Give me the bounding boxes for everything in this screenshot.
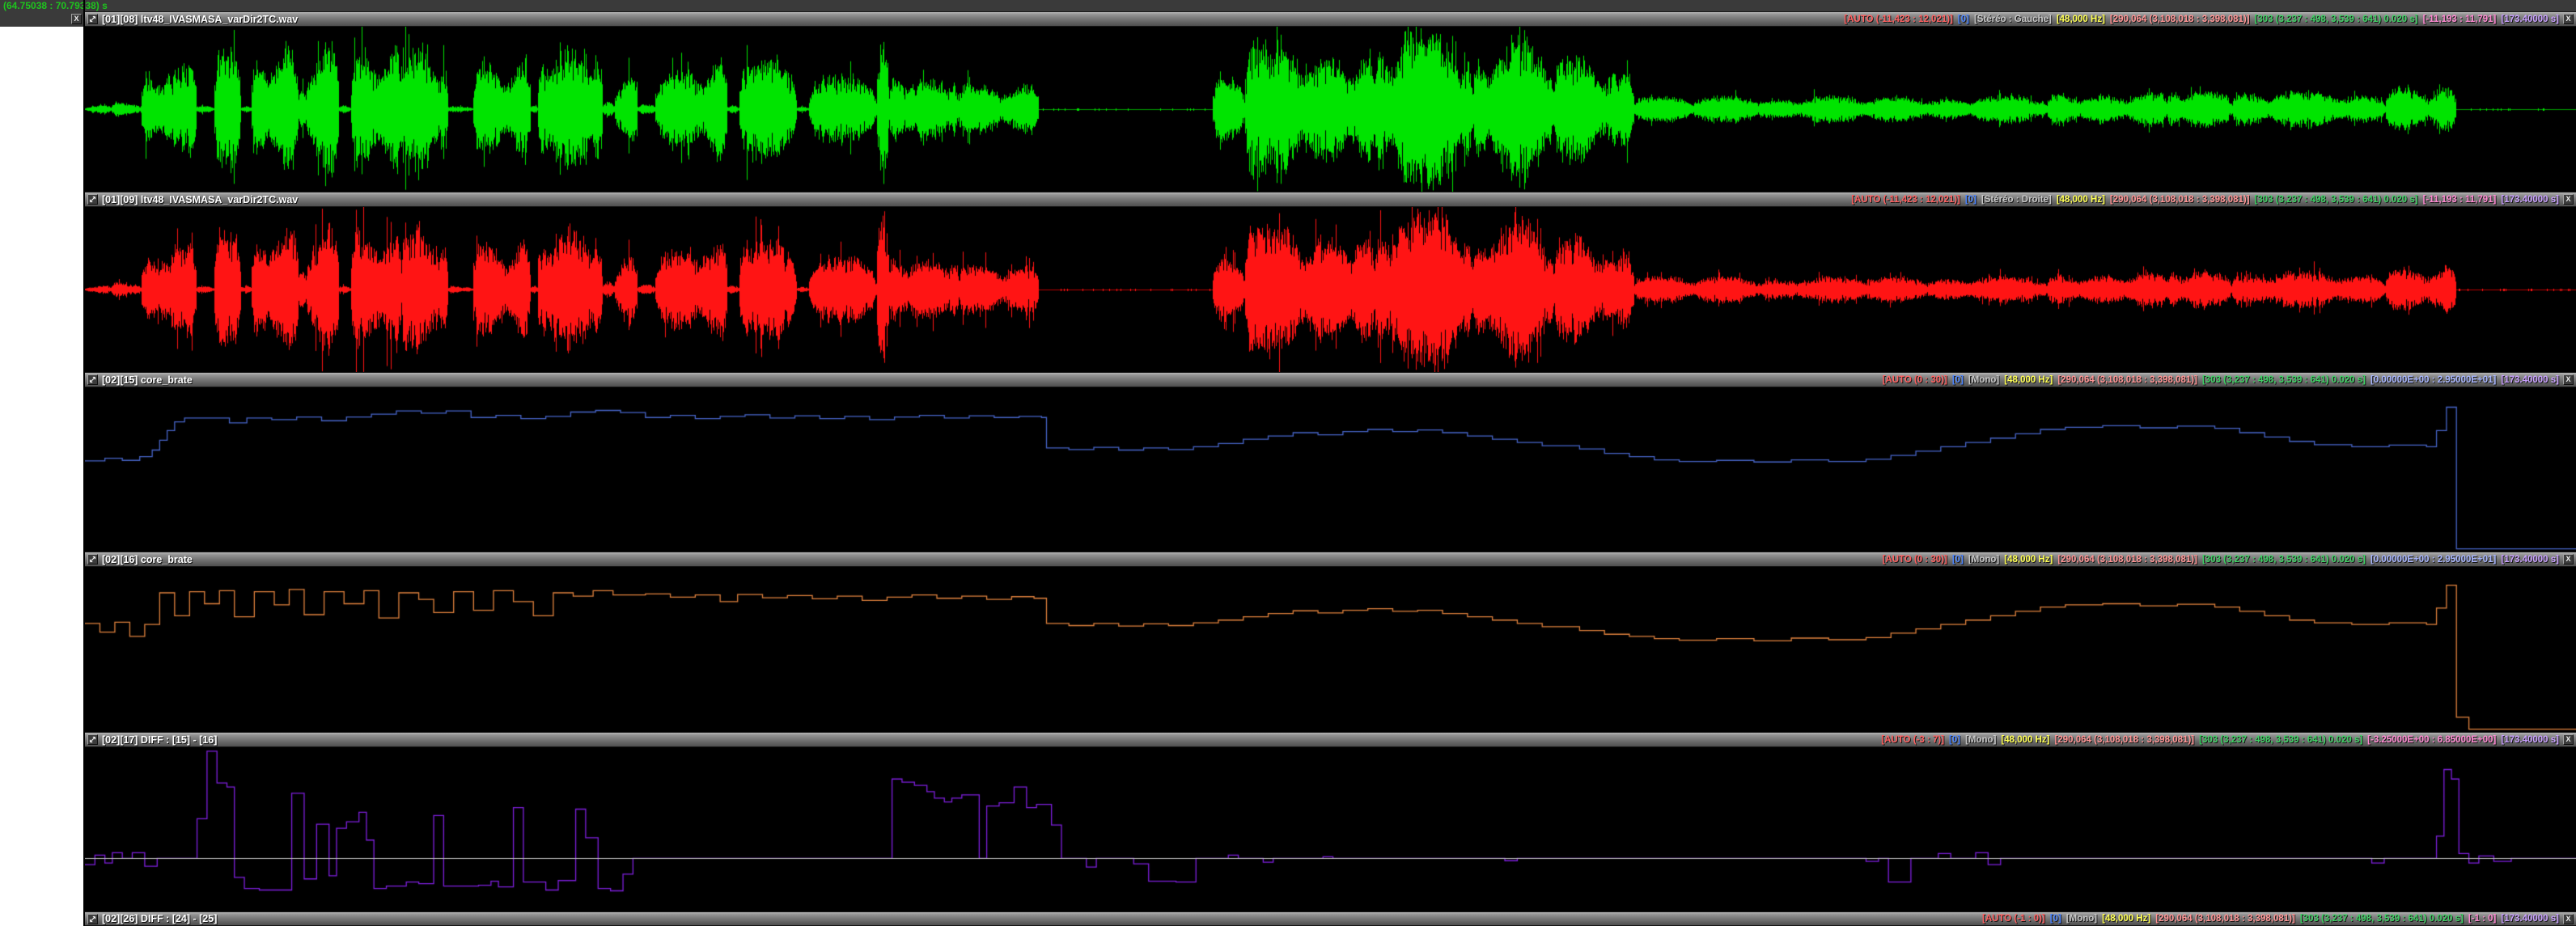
step-plot[interactable] (85, 387, 2576, 552)
track-title: [02][17] DIFF : [15] - [16] (102, 734, 218, 746)
stat-field: [-1 : 0] (2468, 914, 2497, 924)
stat-field: [0] (1949, 734, 1961, 745)
stat-field: [173.40000 s] (2501, 194, 2559, 205)
resize-icon[interactable] (87, 734, 98, 745)
stat-field: [303 (3,237 : 498, 3,539 : 641) 0.020 s] (2299, 914, 2464, 924)
resize-icon[interactable] (87, 374, 98, 385)
close-icon[interactable]: X (2563, 913, 2574, 924)
stat-field: [AUTO (-11,423 : 12,021)] (1844, 14, 1953, 24)
stat-field: [303 (3,237 : 498, 3,539 : 641) 0.020 s] (2201, 374, 2366, 385)
stat-field: [48,000 Hz] (2102, 914, 2151, 924)
stat-field: [303 (3,237 : 498, 3,539 : 641) 0.020 s] (2201, 554, 2366, 564)
stat-field: [0] (1957, 14, 1969, 24)
stat-field: [303 (3,237 : 498, 3,539 : 641) 0.020 s] (2199, 734, 2363, 745)
waveform-plot[interactable] (85, 207, 2576, 372)
close-icon[interactable]: X (2563, 194, 2574, 205)
stat-field: [173.40000 s] (2501, 374, 2559, 385)
stat-field: [290,064 (3,108,018 : 3,398,081)] (2057, 374, 2197, 385)
stat-field: [290,064 (3,108,018 : 3,398,081)] (2155, 914, 2295, 924)
stat-field: [Stéréo : Gauche] (1973, 14, 2052, 24)
track-stats: [AUTO (-11,423 : 12,021)] [0] [Stéréo : Ga… (1844, 15, 2559, 24)
stat-field: [48,000 Hz] (2004, 554, 2053, 564)
stat-field: [290,064 (3,108,018 : 3,398,081)] (2057, 554, 2197, 564)
step-plot[interactable] (85, 747, 2576, 911)
track-5: [02][17] DIFF : [15] - [16] [AUTO (-3 : … (85, 732, 2576, 911)
stat-field: [0] (1951, 374, 1964, 385)
stat-field: [Stéréo : Droite] (1981, 194, 2052, 205)
stat-field: [290,064 (3,108,018 : 3,398,081)] (2054, 734, 2195, 745)
resize-icon[interactable] (87, 554, 98, 564)
stat-field: [-3.25000E+00 : 6.85000E+00] (2367, 734, 2497, 745)
close-icon[interactable]: X (2563, 14, 2574, 24)
track-stats: [AUTO (-1 : 0)] [0] [Mono] [48,000 Hz] [290,… (1982, 914, 2559, 924)
track-title: [01][08] ltv48_IVASMASA_varDir2TC.wav (102, 13, 299, 25)
stat-field: [Mono] (1965, 734, 1997, 745)
track-1: [01][08] ltv48_IVASMASA_varDir2TC.wav [A… (85, 11, 2576, 192)
stat-field: [48,000 Hz] (2056, 194, 2105, 205)
track-title: [02][26] DIFF : [24] - [25] (102, 913, 218, 924)
stat-field: [48,000 Hz] (2001, 734, 2050, 745)
track-header[interactable]: [01][08] ltv48_IVASMASA_varDir2TC.wav [A… (85, 11, 2576, 27)
selection-range-label: (64.75038 : 70.79338) s (3, 0, 108, 11)
close-icon[interactable]: X (2563, 374, 2574, 385)
track-6: [02][26] DIFF : [24] - [25] [AUTO (-1 : … (85, 911, 2576, 926)
resize-icon[interactable] (87, 194, 98, 205)
stat-field: [48,000 Hz] (2004, 374, 2053, 385)
stat-field: [0] (1951, 554, 1964, 564)
stat-field: [AUTO (-11,423 : 12,021)] (1851, 194, 1960, 205)
track-title: [01][09] ltv48_IVASMASA_varDir2TC.wav (102, 193, 299, 205)
stat-field: [Mono] (1968, 554, 2000, 564)
stat-field: [-11,193 : 11,791] (2422, 14, 2497, 24)
waveform-plot[interactable] (85, 27, 2576, 192)
stat-field: [AUTO (-3 : 7)] (1881, 734, 1945, 745)
stat-field: [173.40000 s] (2501, 914, 2559, 924)
stat-field: [173.40000 s] (2501, 554, 2559, 564)
track-title: [02][15] core_brate (102, 374, 193, 386)
stat-field: [0.00000E+00 : 2.95000E+01] (2371, 374, 2497, 385)
stat-field: [AUTO (-1 : 0)] (1982, 914, 2045, 924)
stat-field: [-11,193 : 11,791] (2422, 194, 2497, 205)
stat-field: [48,000 Hz] (2056, 14, 2105, 24)
track-header[interactable]: [02][26] DIFF : [24] - [25] [AUTO (-1 : … (85, 911, 2576, 926)
close-icon[interactable]: X (2563, 734, 2574, 745)
stat-field: [290,064 (3,108,018 : 3,398,081)] (2109, 194, 2250, 205)
tracks-area: [01][08] ltv48_IVASMASA_varDir2TC.wav [A… (85, 11, 2576, 926)
track-header[interactable]: [02][17] DIFF : [15] - [16] [AUTO (-3 : … (85, 732, 2576, 747)
stat-field: [AUTO (0 : 30)] (1882, 374, 1947, 385)
stat-field: [303 (3,237 : 498, 3,539 : 641) 0.020 s] (2254, 194, 2418, 205)
stat-field: [290,064 (3,108,018 : 3,398,081)] (2109, 14, 2250, 24)
resize-icon[interactable] (87, 913, 98, 924)
track-stats: [AUTO (-3 : 7)] [0] [Mono] [48,000 Hz] [290,… (1881, 735, 2559, 745)
gutter-separator (83, 0, 85, 926)
stat-field: [0.00000E+00 : 2.95000E+01] (2371, 554, 2497, 564)
gutter-empty-area (0, 27, 83, 926)
track-stats: [AUTO (0 : 30)] [0] [Mono] [48,000 Hz] [290,… (1883, 375, 2559, 385)
top-strip: (64.75038 : 70.79338) s (0, 0, 2576, 11)
stat-field: [AUTO (0 : 30)] (1882, 554, 1947, 564)
stat-field: [173.40000 s] (2501, 14, 2559, 24)
track-3: [02][15] core_brate [AUTO (0 : 30)] [0] [M… (85, 372, 2576, 552)
track-stats: [AUTO (-11,423 : 12,021)] [0] [Stéréo : Dr… (1851, 195, 2559, 205)
step-plot[interactable] (85, 567, 2576, 732)
selection-info-panel: X (0, 11, 83, 27)
close-icon[interactable]: X (71, 14, 82, 24)
stat-field: [0] (1964, 194, 1976, 205)
resize-icon[interactable] (87, 14, 98, 24)
track-header[interactable]: [01][09] ltv48_IVASMASA_varDir2TC.wav [A… (85, 192, 2576, 207)
track-title: [02][16] core_brate (102, 553, 193, 565)
close-icon[interactable]: X (2563, 554, 2574, 564)
stat-field: [Mono] (2065, 914, 2098, 924)
track-4: [02][16] core_brate [AUTO (0 : 30)] [0] [M… (85, 552, 2576, 732)
stat-field: [Mono] (1968, 374, 2000, 385)
stat-field: [0] (2049, 914, 2061, 924)
stat-field: [303 (3,237 : 498, 3,539 : 641) 0.020 s] (2254, 14, 2418, 24)
track-2: [01][09] ltv48_IVASMASA_varDir2TC.wav [A… (85, 192, 2576, 372)
track-header[interactable]: [02][15] core_brate [AUTO (0 : 30)] [0] [M… (85, 372, 2576, 387)
track-header[interactable]: [02][16] core_brate [AUTO (0 : 30)] [0] [M… (85, 552, 2576, 567)
track-stats: [AUTO (0 : 30)] [0] [Mono] [48,000 Hz] [290,… (1883, 555, 2559, 564)
stat-field: [173.40000 s] (2501, 734, 2559, 745)
